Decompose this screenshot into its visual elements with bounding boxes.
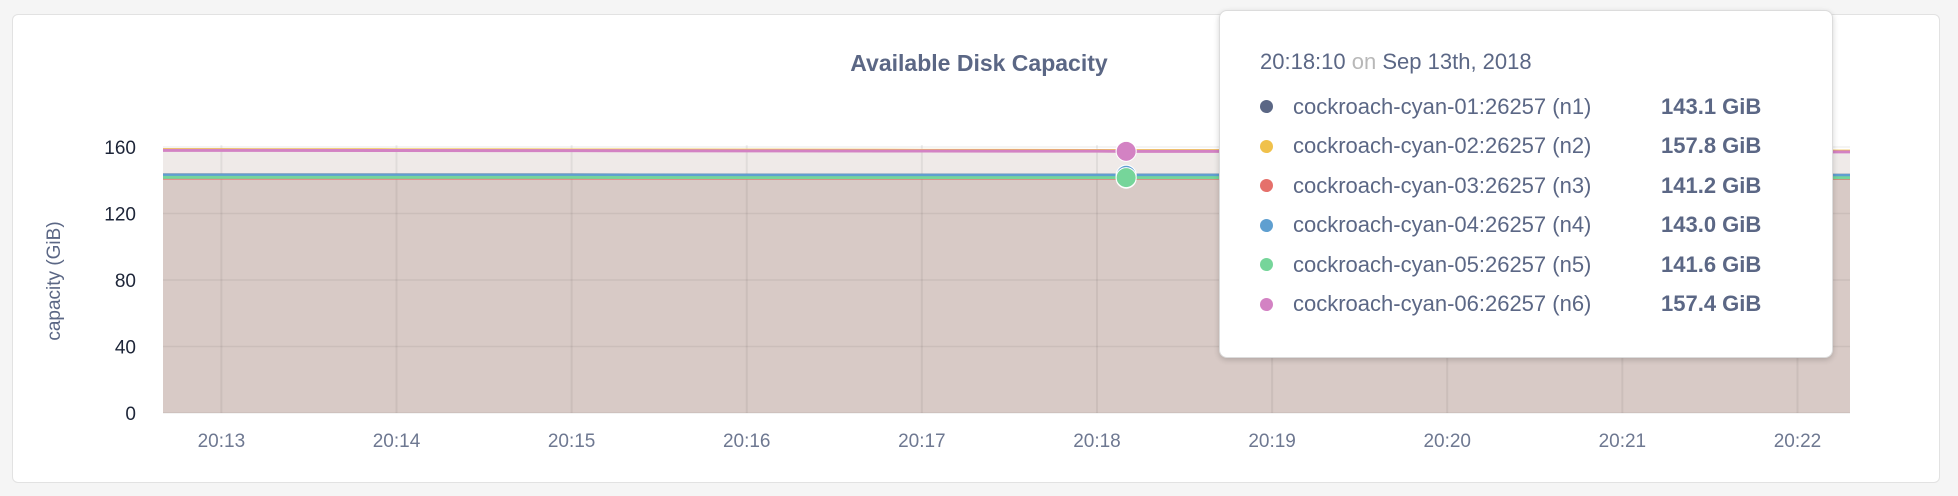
series-color-dot-icon [1260, 297, 1273, 311]
tooltip-row: cockroach-cyan-01:26257 (n1) 143.1 GiB [1260, 87, 1832, 127]
x-tick-label: 20:13 [198, 431, 246, 452]
tooltip-row: cockroach-cyan-03:26257 (n3) 141.2 GiB [1260, 166, 1832, 206]
tooltip-series-value: 141.6 GiB [1661, 251, 1762, 277]
x-tick-label: 20:16 [723, 431, 771, 452]
y-tick-label: 120 [104, 205, 136, 226]
tooltip-on: on [1351, 49, 1377, 74]
series-color-dot-icon [1260, 179, 1273, 193]
y-tick-label: 160 [104, 138, 136, 159]
x-tick-label: 20:14 [373, 431, 421, 452]
tooltip-series-value: 157.4 GiB [1661, 291, 1762, 317]
y-tick-label: 0 [125, 404, 136, 425]
tooltip-series-name: cockroach-cyan-06:26257 (n6) [1293, 291, 1592, 317]
tooltip-series-name: cockroach-cyan-01:26257 (n1) [1293, 93, 1592, 119]
y-tick-label: 80 [115, 271, 136, 292]
tooltip-series-value: 143.0 GiB [1661, 212, 1762, 238]
tooltip-series-value: 141.2 GiB [1661, 172, 1762, 198]
chart-title: Available Disk Capacity [850, 50, 1108, 76]
series-color-dot-icon [1260, 218, 1273, 232]
x-tick-label: 20:19 [1248, 431, 1296, 452]
tooltip-series-name: cockroach-cyan-03:26257 (n3) [1293, 172, 1592, 198]
tooltip-header: 20:18:10 on Sep 13th, 2018 [1260, 49, 1832, 75]
hover-tooltip: 20:18:10 on Sep 13th, 2018 cockroach-cya… [1219, 10, 1833, 358]
tooltip-series-name: cockroach-cyan-04:26257 (n4) [1293, 212, 1592, 238]
tooltip-row: cockroach-cyan-05:26257 (n5) 141.6 GiB [1260, 245, 1832, 285]
x-tick-label: 20:17 [898, 431, 946, 452]
hover-point-n5 [1115, 167, 1137, 189]
y-tick-label: 40 [115, 338, 136, 359]
series-color-dot-icon [1260, 139, 1273, 153]
series-color-dot-icon [1260, 258, 1273, 272]
tooltip-series-name: cockroach-cyan-02:26257 (n2) [1293, 133, 1592, 159]
tooltip-series-name: cockroach-cyan-05:26257 (n5) [1293, 251, 1592, 277]
x-tick-label: 20:15 [548, 431, 596, 452]
tooltip-row: cockroach-cyan-06:26257 (n6) 157.4 GiB [1260, 285, 1832, 325]
tooltip-time: 20:18:10 [1260, 49, 1346, 74]
tooltip-row: cockroach-cyan-02:26257 (n2) 157.8 GiB [1260, 127, 1832, 167]
tooltip-series-value: 143.1 GiB [1661, 93, 1762, 119]
tooltip-date: Sep 13th, 2018 [1382, 49, 1532, 74]
hover-point-n6 [1115, 140, 1137, 162]
x-tick-label: 20:22 [1774, 431, 1822, 452]
x-tick-label: 20:18 [1073, 431, 1121, 452]
tooltip-series-value: 157.8 GiB [1661, 133, 1762, 159]
x-tick-label: 20:20 [1423, 431, 1471, 452]
tooltip-row: cockroach-cyan-04:26257 (n4) 143.0 GiB [1260, 206, 1832, 246]
x-tick-label: 20:21 [1599, 431, 1647, 452]
series-color-dot-icon [1260, 100, 1273, 114]
